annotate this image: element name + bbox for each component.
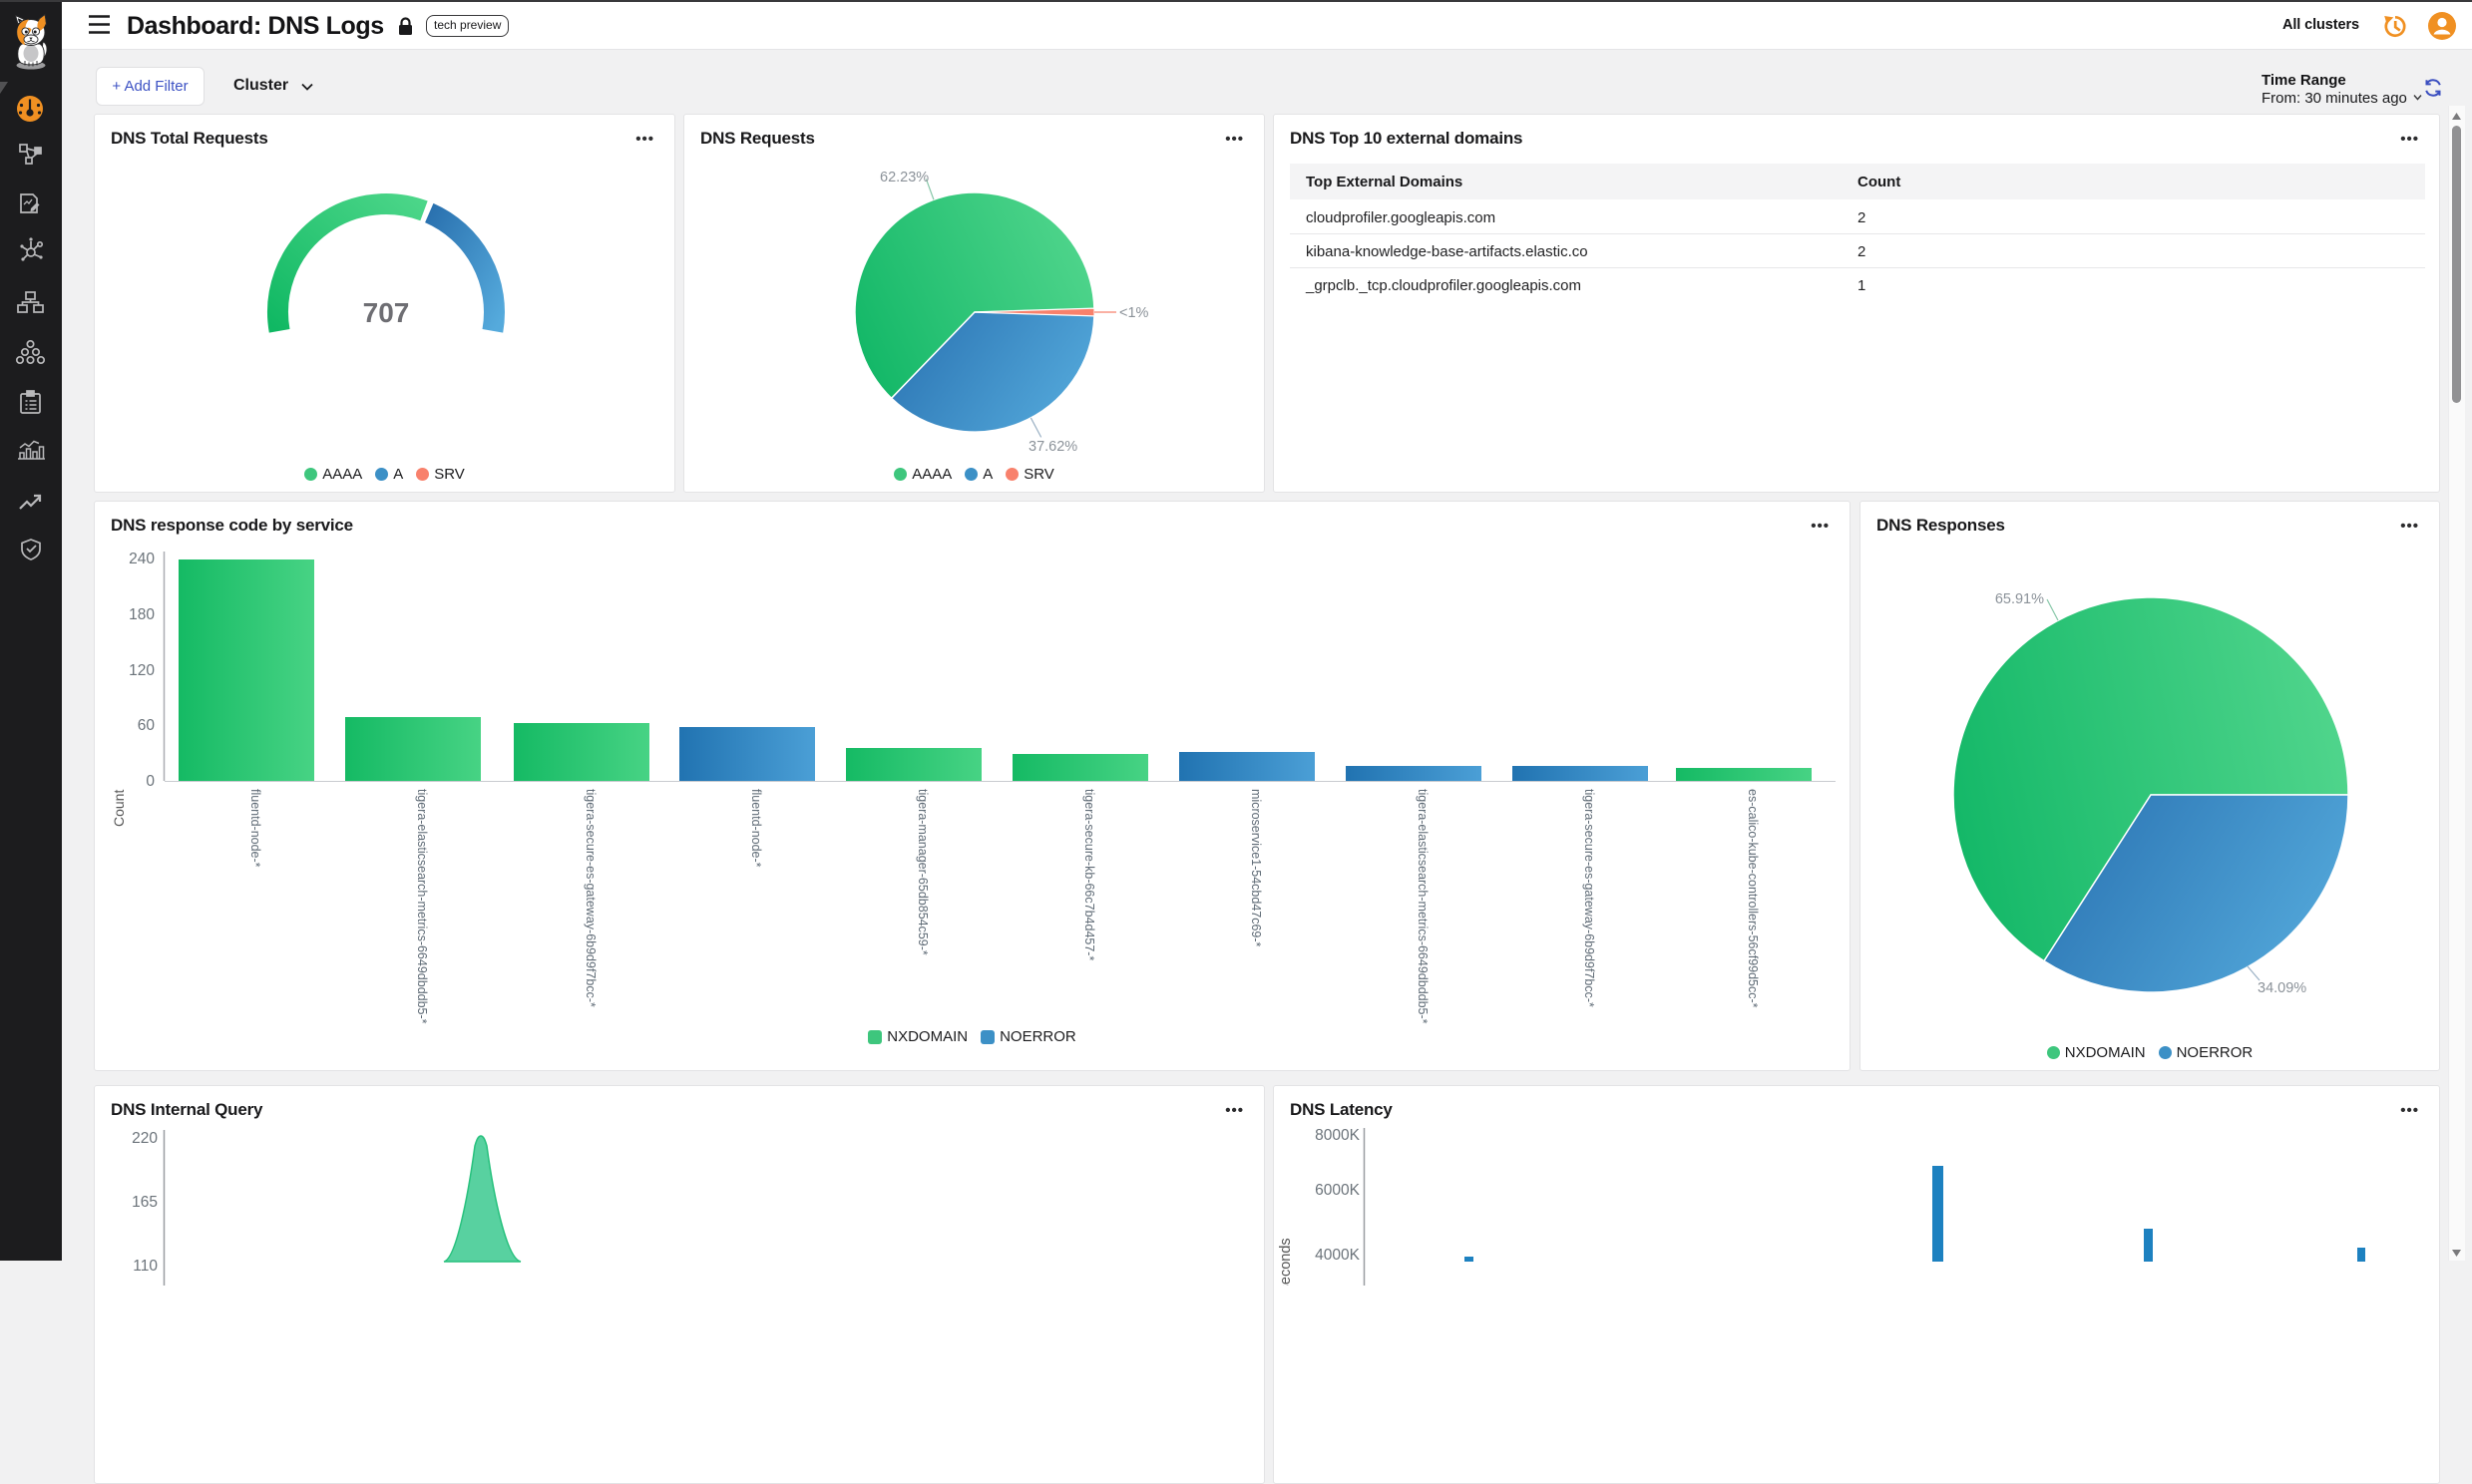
svg-text:tigera-manager-65db854c59-*: tigera-manager-65db854c59-* bbox=[916, 789, 930, 955]
svg-text:62.23%: 62.23% bbox=[880, 170, 929, 186]
svg-text:37.62%: 37.62% bbox=[1029, 439, 1077, 455]
svg-text:180: 180 bbox=[129, 606, 155, 623]
svg-text:tigera-elasticsearch-metrics-6: tigera-elasticsearch-metrics-6649dbddb5-… bbox=[415, 789, 429, 1024]
svg-text:tigera-secure-es-gateway-6b9d9: tigera-secure-es-gateway-6b9d9f7bcc-* bbox=[584, 789, 598, 1007]
svg-text:6000K: 6000K bbox=[1315, 1182, 1360, 1199]
svg-text:<1%: <1% bbox=[1119, 305, 1149, 321]
svg-text:Count: Count bbox=[111, 790, 127, 827]
svg-text:60: 60 bbox=[138, 717, 156, 734]
svg-text:tigera-elasticsearch-metrics-6: tigera-elasticsearch-metrics-6649dbddb5-… bbox=[1416, 789, 1430, 1024]
svg-text:65.91%: 65.91% bbox=[1995, 591, 2044, 607]
svg-text:165: 165 bbox=[132, 1194, 158, 1211]
svg-text:4000K: 4000K bbox=[1315, 1247, 1360, 1264]
svg-text:fluentd-node-*: fluentd-node-* bbox=[749, 789, 763, 868]
svg-text:es-calico-kube-controllers-56c: es-calico-kube-controllers-56cf99d5cc-* bbox=[1746, 789, 1760, 1008]
svg-text:8000K: 8000K bbox=[1315, 1127, 1360, 1144]
svg-text:707: 707 bbox=[363, 297, 410, 328]
svg-text:fluentd-node-*: fluentd-node-* bbox=[248, 789, 262, 868]
svg-text:240: 240 bbox=[129, 551, 155, 567]
svg-text:tigera-secure-kb-66c7b4d457-*: tigera-secure-kb-66c7b4d457-* bbox=[1082, 789, 1096, 960]
svg-text:tigera-secure-es-gateway-6b9d9: tigera-secure-es-gateway-6b9d9f7bcc-* bbox=[1582, 789, 1596, 1007]
svg-text:0: 0 bbox=[146, 773, 155, 790]
svg-text:34.09%: 34.09% bbox=[2258, 980, 2306, 996]
svg-text:Nanoseconds: Nanoseconds bbox=[1278, 1238, 1294, 1286]
svg-text:120: 120 bbox=[129, 662, 155, 679]
svg-text:220: 220 bbox=[132, 1130, 158, 1147]
svg-text:microservice1-54cbd47c69-*: microservice1-54cbd47c69-* bbox=[1249, 789, 1263, 947]
